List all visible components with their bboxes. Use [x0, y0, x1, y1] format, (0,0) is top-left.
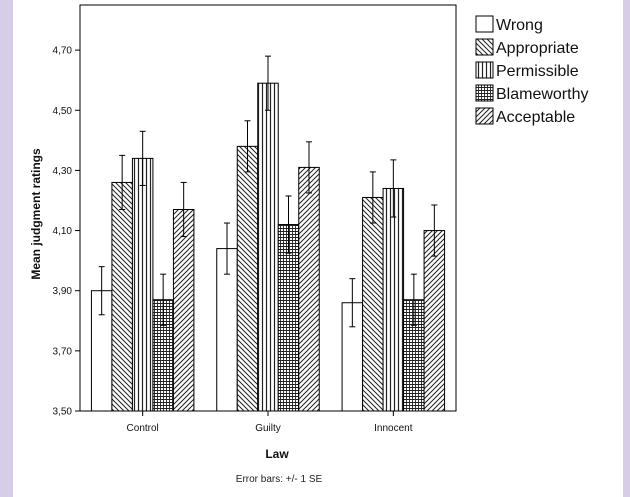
y-tick-label: 4,50 [53, 106, 73, 117]
legend-label-appropriate: Appropriate [496, 40, 579, 57]
legend-label-blameworthy: Blameworthy [496, 86, 588, 103]
legend: Wrong Appropriate Permissible Blameworthy Ac… [475, 15, 588, 126]
x-tick-label: Control [127, 423, 159, 434]
legend-label-acceptable: Acceptable [496, 109, 575, 126]
legend-swatch-permissible [475, 61, 494, 79]
x-tick-label: Guilty [255, 423, 281, 434]
error-bar-note: Error bars: +/- 1 SE [236, 474, 323, 485]
legend-swatch-wrong [475, 15, 494, 33]
legend-swatch-blameworthy [475, 84, 494, 102]
bar-permissible-innocent [382, 187, 405, 412]
legend-label-wrong: Wrong [496, 17, 543, 34]
y-tick-label: 4,30 [53, 166, 73, 177]
bar-acceptable-guilty [298, 166, 320, 412]
y-axis-title: Mean judgment ratings [29, 148, 43, 280]
legend-swatch-acceptable [475, 107, 494, 125]
legend-swatch-appropriate [475, 38, 494, 56]
bar-acceptable-innocent [423, 230, 446, 412]
y-tick-label: 3,70 [53, 346, 73, 357]
y-tick-label: 4,70 [53, 46, 73, 57]
bar-permissible-control [131, 157, 154, 412]
bar-acceptable-control [172, 209, 195, 412]
y-tick-label: 4,10 [53, 226, 73, 237]
bar-permissible-guilty [257, 82, 279, 412]
bar-appropriate-innocent [362, 196, 384, 412]
y-tick-label: 3,90 [53, 286, 73, 297]
bar-appropriate-control [111, 181, 133, 412]
x-axis-title: Law [265, 447, 289, 461]
y-tick-label: 3,50 [53, 407, 73, 418]
bar-chart: 3,50 3,70 3,90 4,10 4,30 4,50 4,70 Control Guilt… [29, 4, 588, 485]
chart-panel: 3,50 3,70 3,90 4,10 4,30 4,50 4,70 Control Guilt… [13, 0, 623, 497]
legend-label-permissible: Permissible [496, 63, 579, 80]
bar-appropriate-guilty [236, 145, 259, 412]
x-tick-label: Innocent [374, 423, 413, 434]
